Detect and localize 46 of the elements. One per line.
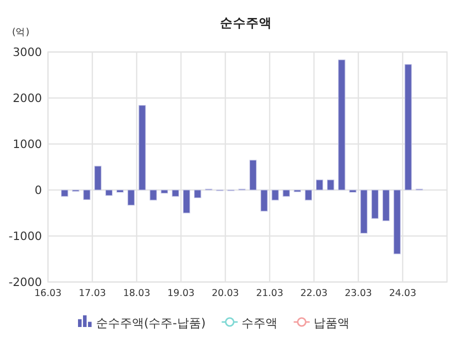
bar	[382, 190, 390, 222]
y-tick-label: -2000	[8, 275, 42, 289]
x-tick-label: 24.03	[389, 288, 416, 299]
x-tick-label: 20.03	[212, 288, 239, 299]
y-tick-label: 3000	[12, 45, 42, 59]
bar	[94, 166, 102, 190]
legend-label: 순수주액(수주-납품)	[96, 316, 206, 330]
bar	[404, 64, 412, 190]
legend-label: 납품액	[314, 316, 350, 330]
bar	[304, 190, 312, 200]
x-tick-label: 22.03	[300, 288, 328, 299]
bar	[172, 190, 180, 197]
bar	[128, 190, 135, 206]
legend-label: 수주액	[242, 316, 278, 330]
y-axis-title: (억)	[12, 27, 30, 38]
y-tick-label: -1000	[8, 229, 42, 243]
x-tick-label: 17.03	[78, 288, 106, 299]
bar	[194, 190, 202, 198]
bar	[282, 190, 290, 197]
bar	[116, 190, 124, 193]
bar	[272, 190, 279, 200]
y-tick-label: 1000	[12, 137, 42, 151]
bar	[394, 190, 401, 254]
bar	[182, 190, 190, 214]
x-tick-label: 18.03	[123, 288, 150, 299]
bar	[83, 190, 90, 200]
bar	[61, 190, 68, 197]
bar	[150, 190, 157, 200]
bar	[327, 180, 334, 190]
x-tick-label: 19.03	[167, 288, 195, 299]
bar	[160, 190, 168, 194]
bar	[249, 160, 257, 190]
bar	[371, 190, 379, 219]
x-tick-label: 16.03	[34, 288, 62, 299]
bar	[105, 190, 113, 196]
y-tick-label: 2000	[12, 91, 42, 105]
y-tick-label: 0	[34, 183, 42, 197]
x-tick-label: 23.03	[344, 288, 372, 299]
bar	[260, 190, 268, 212]
bar	[349, 190, 356, 193]
bar	[338, 60, 346, 190]
bar	[138, 105, 146, 190]
x-tick-label: 21.03	[256, 288, 284, 299]
bar	[360, 190, 368, 234]
bar	[316, 180, 324, 190]
chart-title: 순수주액	[220, 15, 272, 30]
